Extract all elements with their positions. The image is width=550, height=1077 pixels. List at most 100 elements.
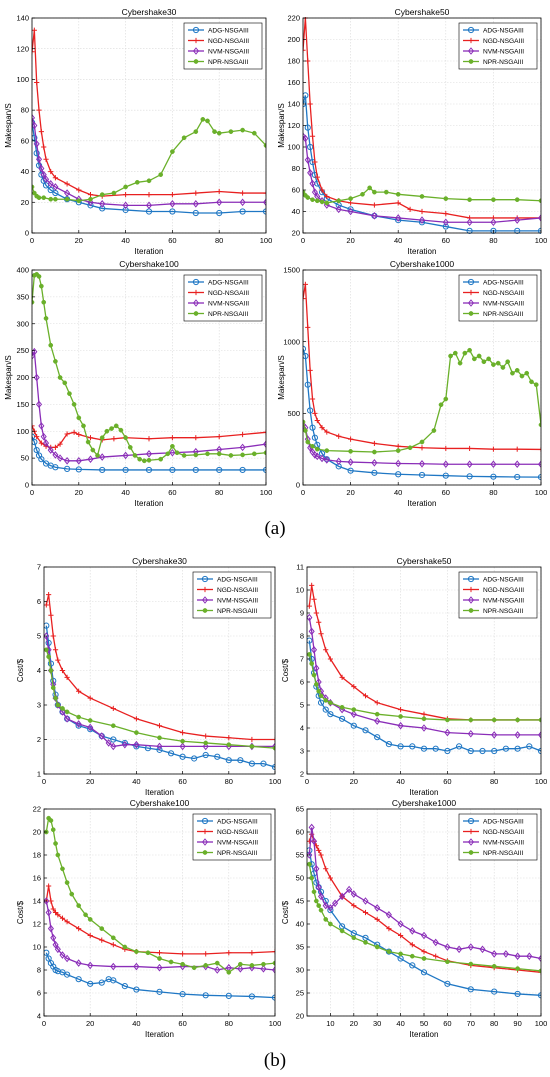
data-point-npr-nsgaiii — [48, 818, 54, 823]
series-group — [307, 823, 541, 999]
axes-box — [306, 566, 542, 775]
x-axis-label: Iteration — [410, 788, 439, 797]
data-point-adg-nsgaiii — [307, 143, 314, 151]
x-tick-label: 80 — [490, 777, 498, 786]
data-point-adg-nsgaiii — [121, 739, 128, 747]
data-point-npr-nsgaiii — [476, 353, 482, 359]
y-axis-label: Makespan/S — [277, 103, 286, 147]
data-point-nvm-nsgaiii — [47, 924, 54, 933]
chart-a-cybershake1000: 0 20 40 60 80 100050010001500Cybershake1000It… — [277, 259, 547, 508]
data-point-ngd-nsgaiii — [323, 866, 329, 872]
legend-marker — [193, 289, 199, 296]
data-point-nvm-nsgaiii — [371, 211, 378, 220]
legend-marker — [467, 299, 475, 307]
data-point-adg-nsgaiii — [192, 209, 199, 217]
x-tick-label: 60 — [442, 488, 450, 497]
data-point-npr-nsgaiii — [228, 453, 234, 458]
data-point-ngd-nsgaiii — [362, 909, 369, 916]
data-point-adg-nsgaiii — [99, 466, 106, 474]
legend-label: NVM-NSGAIII — [208, 49, 249, 56]
y-tick-label: 0 — [25, 481, 29, 490]
data-point-npr-nsgaiii — [240, 127, 245, 133]
data-point-npr-nsgaiii — [157, 956, 162, 961]
data-point-nvm-nsgaiii — [52, 183, 59, 191]
x-tick-label: 80 — [489, 488, 497, 497]
data-point-nvm-nsgaiii — [374, 904, 381, 912]
data-point-ngd-nsgaiii — [48, 612, 54, 618]
chart-title: Cybershake30 — [122, 7, 177, 17]
x-tick-label: 20 — [75, 236, 83, 245]
data-point-adg-nsgaiii — [225, 992, 232, 999]
legend: ADG-NSGAIII NGD-NSGAIII NVM-NSGAIII NPR-NSG… — [192, 813, 272, 861]
data-point-nvm-nsgaiii — [52, 451, 59, 459]
data-point-adg-nsgaiii — [514, 745, 521, 752]
data-point-nvm-nsgaiii — [347, 207, 354, 216]
x-tick-label: 70 — [467, 1019, 475, 1028]
data-point-nvm-nsgaiii — [467, 943, 474, 951]
data-point-ngd-nsgaiii — [314, 417, 320, 424]
data-point-npr-nsgaiii — [486, 356, 491, 362]
legend-label: NGD-NSGAIII — [217, 829, 258, 836]
data-point-npr-nsgaiii — [491, 362, 496, 367]
data-point-nvm-nsgaiii — [87, 723, 94, 732]
legend-marker — [467, 575, 475, 583]
data-point-nvm-nsgaiii — [409, 927, 416, 935]
data-point-npr-nsgaiii — [76, 714, 82, 720]
legend-label: NPR-NSGAIII — [483, 59, 523, 66]
y-tick-label: 4 — [300, 724, 304, 733]
data-point-npr-nsgaiii — [57, 375, 63, 380]
data-point-nvm-nsgaiii — [444, 943, 451, 951]
data-point-npr-nsgaiii — [174, 450, 180, 456]
data-point-npr-nsgaiii — [374, 944, 380, 950]
x-tick-label: 20 — [350, 777, 358, 786]
data-point-npr-nsgaiii — [111, 190, 117, 196]
data-point-npr-nsgaiii — [127, 445, 133, 450]
data-point-nvm-nsgaiii — [444, 728, 451, 737]
data-point-ngd-nsgaiii — [311, 596, 317, 602]
legend: ADG-NSGAIII NGD-NSGAIII NVM-NSGAIII NPR-NSG… — [183, 274, 263, 322]
chart-b-cybershake50: 0 20 40 60 80 100 2 3 4 5 6 7 8 9 10 11 Cybershake50 Iter… — [281, 556, 547, 797]
data-point-npr-nsgaiii — [309, 875, 315, 881]
y-tick-label: 4 — [37, 1012, 41, 1021]
data-point-ngd-nsgaiii — [76, 431, 82, 438]
data-point-npr-nsgaiii — [505, 359, 511, 365]
y-tick-label: 40 — [292, 207, 300, 216]
data-point-ngd-nsgaiii — [48, 168, 54, 175]
series-line-adg-nsgaiii — [303, 95, 541, 232]
legend-marker — [201, 817, 209, 825]
x-tick-label: 30 — [373, 1019, 381, 1028]
x-tick-label: 100 — [535, 488, 548, 497]
data-point-adg-nsgaiii — [466, 227, 473, 234]
data-point-ngd-nsgaiii — [398, 932, 404, 939]
data-point-ngd-nsgaiii — [327, 656, 333, 662]
data-point-npr-nsgaiii — [109, 426, 114, 431]
data-point-nvm-nsgaiii — [350, 890, 357, 898]
legend-marker — [468, 311, 474, 316]
data-point-npr-nsgaiii — [336, 198, 342, 204]
x-tick-label: 20 — [75, 488, 83, 497]
y-tick-label: 100 — [287, 143, 300, 152]
data-point-npr-nsgaiii — [55, 702, 61, 708]
data-point-ngd-nsgaiii — [32, 423, 35, 429]
data-point-npr-nsgaiii — [64, 709, 70, 715]
legend: ADG-NSGAIII NGD-NSGAIII NVM-NSGAIII NPR-NSG… — [458, 22, 538, 70]
data-point-nvm-nsgaiii — [362, 897, 369, 905]
x-tick-label: 60 — [168, 488, 176, 497]
data-point-adg-nsgaiii — [52, 464, 59, 471]
series-line-ngd-nsgaiii — [32, 30, 266, 197]
data-point-npr-nsgaiii — [145, 950, 151, 956]
y-tick-label: 200 — [16, 373, 29, 382]
series-line-npr-nsgaiii — [45, 816, 275, 974]
data-point-npr-nsgaiii — [514, 367, 520, 373]
data-point-npr-nsgaiii — [200, 117, 206, 122]
y-tick-label: 10 — [296, 586, 304, 595]
legend-marker — [467, 278, 475, 286]
legend-marker — [192, 299, 200, 307]
y-tick-label: 8 — [300, 632, 304, 641]
data-point-adg-nsgaiii — [309, 424, 316, 431]
data-point-nvm-nsgaiii — [50, 933, 57, 942]
y-tick-label: 1000 — [283, 337, 300, 346]
data-point-ngd-nsgaiii — [76, 688, 82, 694]
data-point-ngd-nsgaiii — [193, 190, 199, 196]
data-point-npr-nsgaiii — [85, 439, 91, 445]
